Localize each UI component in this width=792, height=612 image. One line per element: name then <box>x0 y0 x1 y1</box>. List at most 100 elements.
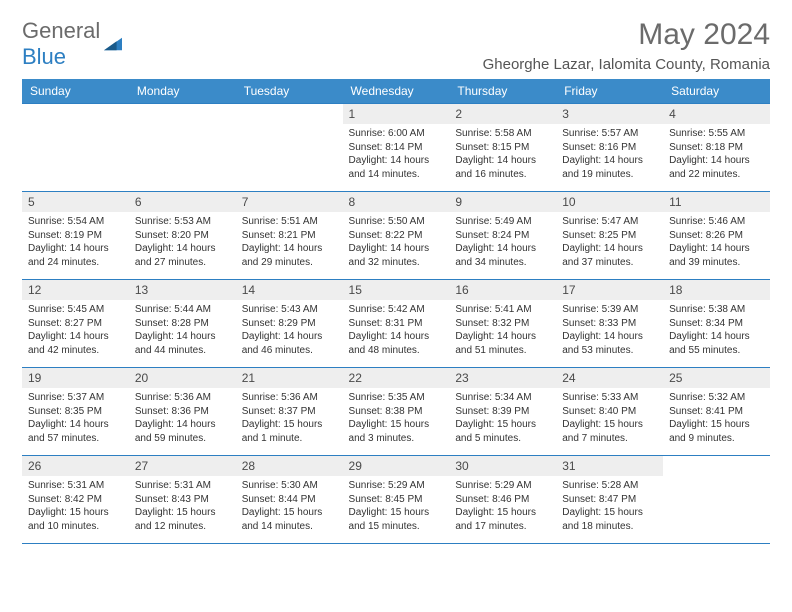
calendar-day-cell: . <box>236 104 343 192</box>
calendar-week-row: 12Sunrise: 5:45 AMSunset: 8:27 PMDayligh… <box>22 280 770 368</box>
daylight-text: Daylight: 14 hours and 29 minutes. <box>242 242 337 269</box>
calendar-day-cell: 18Sunrise: 5:38 AMSunset: 8:34 PMDayligh… <box>663 280 770 368</box>
calendar-week-row: ...1Sunrise: 6:00 AMSunset: 8:14 PMDayli… <box>22 104 770 192</box>
calendar-day-cell: 17Sunrise: 5:39 AMSunset: 8:33 PMDayligh… <box>556 280 663 368</box>
logo-word-2: Blue <box>22 44 66 69</box>
sunrise-text: Sunrise: 5:32 AM <box>669 391 764 405</box>
sunset-text: Sunset: 8:29 PM <box>242 317 337 331</box>
day-data: Sunrise: 5:54 AMSunset: 8:19 PMDaylight:… <box>22 212 129 272</box>
calendar-day-cell: 26Sunrise: 5:31 AMSunset: 8:42 PMDayligh… <box>22 456 129 544</box>
daylight-text: Daylight: 15 hours and 15 minutes. <box>349 506 444 533</box>
calendar-day-cell: 24Sunrise: 5:33 AMSunset: 8:40 PMDayligh… <box>556 368 663 456</box>
sunrise-text: Sunrise: 5:46 AM <box>669 215 764 229</box>
sunrise-text: Sunrise: 5:47 AM <box>562 215 657 229</box>
sunrise-text: Sunrise: 6:00 AM <box>349 127 444 141</box>
sunrise-text: Sunrise: 5:49 AM <box>455 215 550 229</box>
daylight-text: Daylight: 14 hours and 16 minutes. <box>455 154 550 181</box>
day-data: Sunrise: 5:57 AMSunset: 8:16 PMDaylight:… <box>556 124 663 184</box>
day-number: 22 <box>343 368 450 388</box>
sunrise-text: Sunrise: 5:39 AM <box>562 303 657 317</box>
sunset-text: Sunset: 8:40 PM <box>562 405 657 419</box>
daylight-text: Daylight: 14 hours and 37 minutes. <box>562 242 657 269</box>
day-data: Sunrise: 5:29 AMSunset: 8:46 PMDaylight:… <box>449 476 556 536</box>
calendar-day-cell: 27Sunrise: 5:31 AMSunset: 8:43 PMDayligh… <box>129 456 236 544</box>
day-number: 13 <box>129 280 236 300</box>
calendar-day-cell: 8Sunrise: 5:50 AMSunset: 8:22 PMDaylight… <box>343 192 450 280</box>
calendar-day-cell: 9Sunrise: 5:49 AMSunset: 8:24 PMDaylight… <box>449 192 556 280</box>
sunset-text: Sunset: 8:45 PM <box>349 493 444 507</box>
sunset-text: Sunset: 8:39 PM <box>455 405 550 419</box>
sunset-text: Sunset: 8:16 PM <box>562 141 657 155</box>
sunset-text: Sunset: 8:20 PM <box>135 229 230 243</box>
day-number: 21 <box>236 368 343 388</box>
sunset-text: Sunset: 8:22 PM <box>349 229 444 243</box>
location-text: Gheorghe Lazar, Ialomita County, Romania <box>483 56 770 73</box>
calendar-week-row: 19Sunrise: 5:37 AMSunset: 8:35 PMDayligh… <box>22 368 770 456</box>
daylight-text: Daylight: 15 hours and 10 minutes. <box>28 506 123 533</box>
day-data: Sunrise: 5:58 AMSunset: 8:15 PMDaylight:… <box>449 124 556 184</box>
logo: General Blue <box>22 18 122 70</box>
day-number: 27 <box>129 456 236 476</box>
day-data: Sunrise: 6:00 AMSunset: 8:14 PMDaylight:… <box>343 124 450 184</box>
day-data: Sunrise: 5:36 AMSunset: 8:36 PMDaylight:… <box>129 388 236 448</box>
day-number: 24 <box>556 368 663 388</box>
sunset-text: Sunset: 8:38 PM <box>349 405 444 419</box>
daylight-text: Daylight: 14 hours and 22 minutes. <box>669 154 764 181</box>
daylight-text: Daylight: 15 hours and 14 minutes. <box>242 506 337 533</box>
day-number: 1 <box>343 104 450 124</box>
day-data: Sunrise: 5:33 AMSunset: 8:40 PMDaylight:… <box>556 388 663 448</box>
day-data: Sunrise: 5:55 AMSunset: 8:18 PMDaylight:… <box>663 124 770 184</box>
sunrise-text: Sunrise: 5:57 AM <box>562 127 657 141</box>
day-number: 15 <box>343 280 450 300</box>
day-data: Sunrise: 5:31 AMSunset: 8:43 PMDaylight:… <box>129 476 236 536</box>
calendar-day-cell: 11Sunrise: 5:46 AMSunset: 8:26 PMDayligh… <box>663 192 770 280</box>
daylight-text: Daylight: 14 hours and 57 minutes. <box>28 418 123 445</box>
daylight-text: Daylight: 14 hours and 46 minutes. <box>242 330 337 357</box>
sunrise-text: Sunrise: 5:36 AM <box>242 391 337 405</box>
calendar-body: ...1Sunrise: 6:00 AMSunset: 8:14 PMDayli… <box>22 104 770 544</box>
calendar-day-cell: 28Sunrise: 5:30 AMSunset: 8:44 PMDayligh… <box>236 456 343 544</box>
weekday-header: Saturday <box>663 79 770 104</box>
day-number: 28 <box>236 456 343 476</box>
daylight-text: Daylight: 14 hours and 27 minutes. <box>135 242 230 269</box>
calendar-day-cell: 25Sunrise: 5:32 AMSunset: 8:41 PMDayligh… <box>663 368 770 456</box>
calendar-day-cell: 15Sunrise: 5:42 AMSunset: 8:31 PMDayligh… <box>343 280 450 368</box>
daylight-text: Daylight: 14 hours and 24 minutes. <box>28 242 123 269</box>
day-number: 19 <box>22 368 129 388</box>
day-number: 14 <box>236 280 343 300</box>
calendar-day-cell: 6Sunrise: 5:53 AMSunset: 8:20 PMDaylight… <box>129 192 236 280</box>
weekday-header: Friday <box>556 79 663 104</box>
sunrise-text: Sunrise: 5:43 AM <box>242 303 337 317</box>
sunrise-text: Sunrise: 5:45 AM <box>28 303 123 317</box>
sunrise-text: Sunrise: 5:35 AM <box>349 391 444 405</box>
day-number: 31 <box>556 456 663 476</box>
sunset-text: Sunset: 8:15 PM <box>455 141 550 155</box>
daylight-text: Daylight: 14 hours and 39 minutes. <box>669 242 764 269</box>
sunset-text: Sunset: 8:35 PM <box>28 405 123 419</box>
day-data: Sunrise: 5:31 AMSunset: 8:42 PMDaylight:… <box>22 476 129 536</box>
day-number: 10 <box>556 192 663 212</box>
daylight-text: Daylight: 14 hours and 48 minutes. <box>349 330 444 357</box>
day-number: 25 <box>663 368 770 388</box>
sunset-text: Sunset: 8:42 PM <box>28 493 123 507</box>
sunrise-text: Sunrise: 5:29 AM <box>349 479 444 493</box>
title-block: May 2024 Gheorghe Lazar, Ialomita County… <box>483 18 770 73</box>
sunset-text: Sunset: 8:18 PM <box>669 141 764 155</box>
daylight-text: Daylight: 14 hours and 59 minutes. <box>135 418 230 445</box>
calendar-day-cell: 2Sunrise: 5:58 AMSunset: 8:15 PMDaylight… <box>449 104 556 192</box>
sunrise-text: Sunrise: 5:58 AM <box>455 127 550 141</box>
day-data: Sunrise: 5:43 AMSunset: 8:29 PMDaylight:… <box>236 300 343 360</box>
day-number: 17 <box>556 280 663 300</box>
sunset-text: Sunset: 8:14 PM <box>349 141 444 155</box>
calendar-day-cell: 13Sunrise: 5:44 AMSunset: 8:28 PMDayligh… <box>129 280 236 368</box>
calendar-head: SundayMondayTuesdayWednesdayThursdayFrid… <box>22 79 770 104</box>
sunrise-text: Sunrise: 5:50 AM <box>349 215 444 229</box>
sunrise-text: Sunrise: 5:42 AM <box>349 303 444 317</box>
sunrise-text: Sunrise: 5:53 AM <box>135 215 230 229</box>
daylight-text: Daylight: 15 hours and 9 minutes. <box>669 418 764 445</box>
logo-triangle-icon <box>104 37 122 51</box>
calendar-week-row: 5Sunrise: 5:54 AMSunset: 8:19 PMDaylight… <box>22 192 770 280</box>
daylight-text: Daylight: 15 hours and 7 minutes. <box>562 418 657 445</box>
sunrise-text: Sunrise: 5:36 AM <box>135 391 230 405</box>
day-data: Sunrise: 5:50 AMSunset: 8:22 PMDaylight:… <box>343 212 450 272</box>
